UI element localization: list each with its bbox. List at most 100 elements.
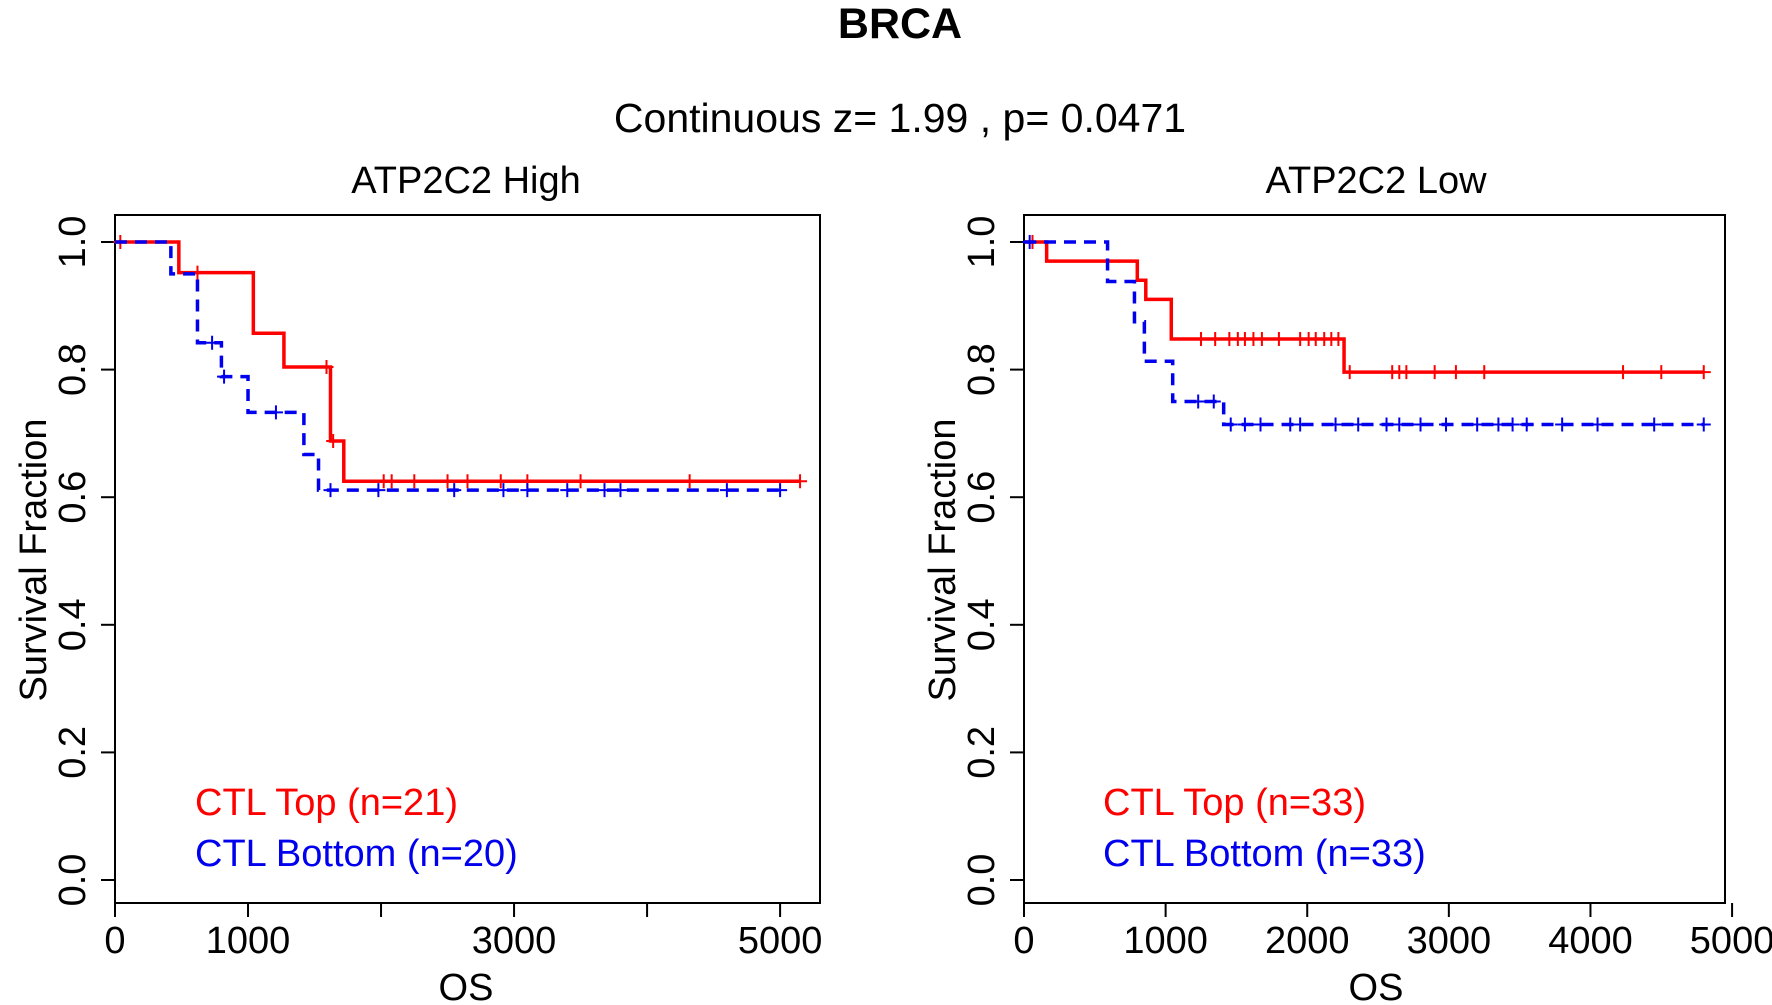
censor-mark xyxy=(460,474,475,489)
censor-mark xyxy=(1654,365,1669,380)
censor-mark xyxy=(1022,235,1037,249)
x-tick-label: 5000 xyxy=(1690,920,1772,962)
figure-title: BRCA xyxy=(838,0,962,48)
censor-mark xyxy=(268,405,283,420)
censor-mark xyxy=(719,483,734,498)
censor-mark xyxy=(1399,365,1414,380)
x-tick-label: 3000 xyxy=(472,920,557,962)
y-tick-label: 0.2 xyxy=(52,726,94,779)
x-tick-label: 1000 xyxy=(206,920,291,962)
censor-mark xyxy=(1696,365,1711,380)
censor-mark xyxy=(319,360,334,375)
panel-title: ATP2C2 High xyxy=(351,160,581,202)
survival-curves xyxy=(1022,235,1711,432)
y-axis-label: Survival Fraction xyxy=(13,419,55,702)
x-tick-label: 2000 xyxy=(1265,920,1350,962)
censor-mark xyxy=(1351,417,1366,432)
curve-ctl-bottom xyxy=(115,240,781,492)
censor-mark xyxy=(1331,331,1346,346)
censor-mark xyxy=(1590,417,1605,432)
censor-mark xyxy=(1206,394,1221,409)
censor-mark xyxy=(371,483,386,498)
legend-top: CTL Top (n=21) xyxy=(195,782,458,824)
x-axis: 0 1000 3000 5000 xyxy=(104,903,822,962)
censor-mark xyxy=(1223,417,1238,432)
censor-mark xyxy=(1191,394,1206,409)
censor-mark xyxy=(323,483,338,498)
censor-mark xyxy=(520,483,535,498)
panel-atp2c2-high: ATP2C2 High 0.0 0.2 0.4 0.6 0.8 1.0 0 1000 3000… xyxy=(13,160,822,1005)
censor-mark xyxy=(1448,365,1463,380)
censor-mark xyxy=(440,474,455,489)
legend-top: CTL Top (n=33) xyxy=(1103,782,1366,824)
censor-mark xyxy=(1519,417,1534,432)
censor-mark xyxy=(407,474,422,489)
y-tick-label: 0.2 xyxy=(961,726,1003,779)
censor-mark xyxy=(1427,365,1442,380)
x-axis-label: OS xyxy=(1349,967,1404,1005)
censor-mark xyxy=(1254,331,1269,346)
curve-ctl-top xyxy=(115,240,801,483)
curve-ctl-top xyxy=(1024,240,1704,374)
panel-title: ATP2C2 Low xyxy=(1265,160,1487,202)
y-tick-label: 0.4 xyxy=(961,598,1003,651)
censor-mark xyxy=(1342,365,1357,380)
censor-mark xyxy=(560,483,575,498)
censor-mark xyxy=(773,483,788,498)
censor-mark xyxy=(205,335,220,350)
censor-mark xyxy=(1237,417,1252,432)
censor-mark xyxy=(1647,417,1662,432)
y-axis-label: Survival Fraction xyxy=(922,419,964,702)
y-tick-label: 0.6 xyxy=(52,471,94,524)
y-axis: 0.0 0.2 0.4 0.6 0.8 1.0 xyxy=(52,216,115,907)
x-tick-label: 4000 xyxy=(1548,920,1633,962)
censor-mark xyxy=(613,483,628,498)
x-tick-label: 1000 xyxy=(1123,920,1208,962)
y-tick-label: 0.4 xyxy=(52,598,94,651)
censor-mark xyxy=(1208,331,1223,346)
censor-mark xyxy=(793,474,808,489)
x-axis: 0 1000 2000 3000 4000 5000 xyxy=(1013,903,1772,962)
censor-mark xyxy=(1477,365,1492,380)
y-tick-label: 0.0 xyxy=(52,854,94,907)
survival-curves xyxy=(113,235,808,498)
panel-atp2c2-low: ATP2C2 Low 0.0 0.2 0.4 0.6 0.8 1.0 0 1000 2000 3… xyxy=(922,160,1772,1005)
y-tick-label: 0.0 xyxy=(961,854,1003,907)
censor-mark xyxy=(1696,417,1711,432)
censor-mark xyxy=(1253,417,1268,432)
legend-bottom: CTL Bottom (n=33) xyxy=(1103,833,1426,875)
censor-mark xyxy=(1392,417,1407,432)
censor-mark xyxy=(447,483,462,498)
y-tick-label: 0.6 xyxy=(961,471,1003,524)
censor-mark xyxy=(1491,417,1506,432)
x-axis-label: OS xyxy=(439,967,494,1005)
censor-mark xyxy=(1271,331,1286,346)
x-tick-label: 5000 xyxy=(738,920,823,962)
censor-mark xyxy=(1439,417,1454,432)
censor-mark xyxy=(1328,417,1343,432)
censor-mark xyxy=(1555,417,1570,432)
y-tick-label: 1.0 xyxy=(961,216,1003,269)
censor-mark xyxy=(493,474,508,489)
censor-mark xyxy=(326,434,341,449)
plot-frame xyxy=(114,214,821,904)
figure-subtitle: Continuous z= 1.99 , p= 0.0471 xyxy=(614,95,1186,141)
censor-mark xyxy=(1470,417,1485,432)
y-tick-label: 1.0 xyxy=(52,216,94,269)
censor-mark xyxy=(1616,365,1631,380)
y-tick-label: 0.8 xyxy=(961,343,1003,396)
censor-mark xyxy=(1194,331,1209,346)
plot-frame xyxy=(1023,214,1726,904)
censor-mark xyxy=(1505,417,1520,432)
x-tick-label: 0 xyxy=(104,920,125,962)
censor-mark xyxy=(573,474,588,489)
x-tick-label: 0 xyxy=(1013,920,1034,962)
censor-mark xyxy=(682,474,697,489)
censor-mark xyxy=(384,474,399,489)
censor-mark xyxy=(1413,417,1428,432)
x-tick-label: 3000 xyxy=(1407,920,1492,962)
censor-mark xyxy=(1379,417,1394,432)
y-tick-label: 0.8 xyxy=(52,343,94,396)
censor-mark xyxy=(217,369,232,384)
curve-ctl-bottom xyxy=(1024,240,1704,427)
